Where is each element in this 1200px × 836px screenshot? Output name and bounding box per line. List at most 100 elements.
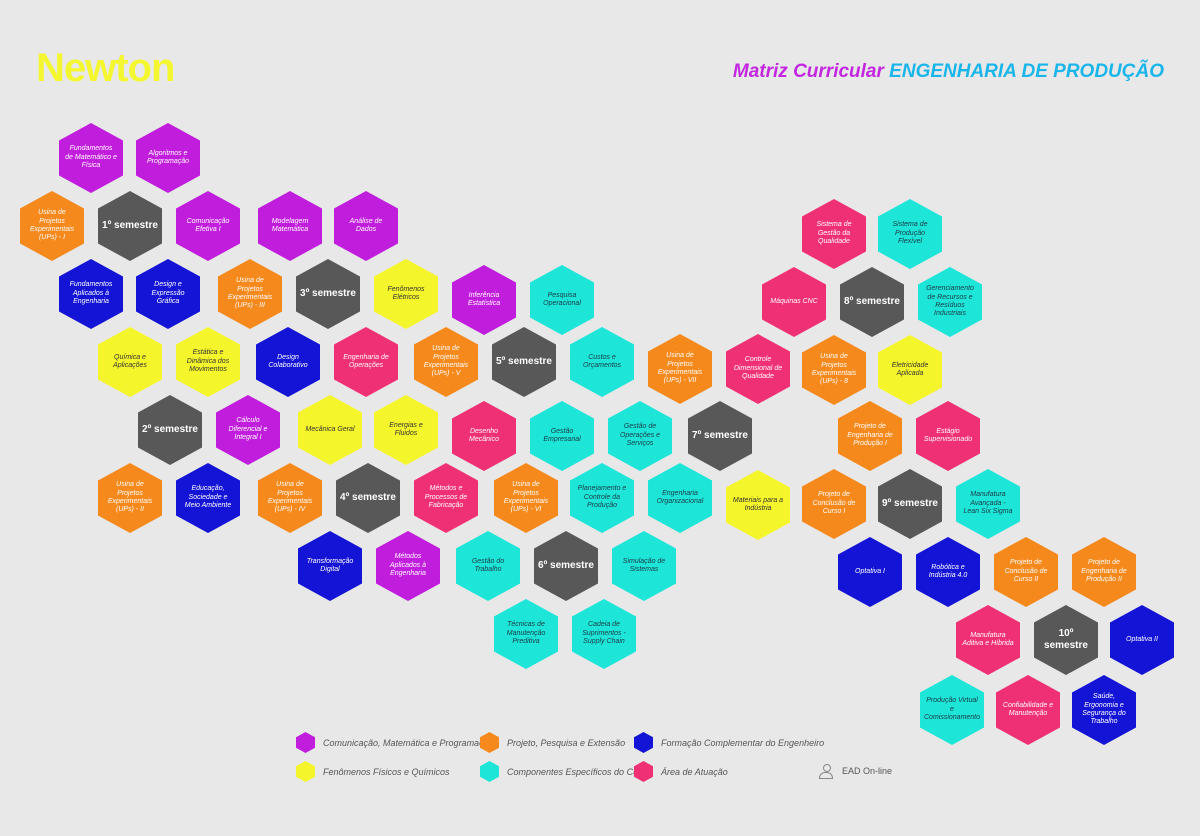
semester-label: 10º semestre bbox=[1044, 628, 1088, 651]
course-label: Fenômenos Elétricos bbox=[387, 285, 425, 301]
course-hex: Produção Virtual e Comissionamento bbox=[920, 675, 984, 745]
semester-hex: 6º semestre bbox=[534, 531, 598, 601]
course-label: Design Colaborativo bbox=[268, 353, 308, 369]
course-hex: Engenharia de Operações bbox=[334, 327, 398, 397]
course-hex: Projeto de Conclusão de Curso I bbox=[802, 469, 866, 539]
course-label: Usina de Projetos Experimentais (UPs) - … bbox=[811, 353, 857, 386]
course-label: Optativa I bbox=[855, 567, 885, 575]
course-hex: Desenho Mecânico bbox=[452, 401, 516, 471]
legend-item-area: Área de Atuação bbox=[634, 761, 728, 782]
semester-hex: 2º semestre bbox=[138, 395, 202, 465]
course-hex: Optativa I bbox=[838, 537, 902, 607]
course-hex: Inferência Estatística bbox=[452, 265, 516, 335]
course-hex: Planejamento e Controle da Produção bbox=[570, 463, 634, 533]
course-label: Engenharia de Operações bbox=[343, 353, 389, 369]
course-label: Comunicação Efetiva I bbox=[186, 217, 230, 233]
course-hex: Gestão do Trabalho bbox=[456, 531, 520, 601]
course-hex: Usina de Projetos Experimentais (UPs) - … bbox=[648, 334, 712, 404]
course-label: Métodos Aplicados à Engenharia bbox=[389, 553, 427, 578]
course-hex: Usina de Projetos Experimentais (UPs) - … bbox=[218, 259, 282, 329]
course-hex: Cálculo Diferencial e Integral I bbox=[216, 395, 280, 465]
course-label: Planejamento e Controle da Produção bbox=[577, 485, 627, 510]
course-label: Usina de Projetos Experimentais (UPs) - … bbox=[503, 481, 549, 514]
course-hex: Sistema de Gestão da Qualidade bbox=[802, 199, 866, 269]
course-hex: Projeto de Conclusão de Curso II bbox=[994, 537, 1058, 607]
semester-label: 4º semestre bbox=[340, 492, 396, 503]
course-label: Máquinas CNC bbox=[770, 297, 818, 305]
legend-swatch-cyan-icon bbox=[480, 761, 499, 782]
course-label: Manufatura Aditiva e Híbrida bbox=[962, 631, 1014, 647]
course-hex: Métodos Aplicados à Engenharia bbox=[376, 531, 440, 601]
semester-label: 2º semestre bbox=[142, 424, 198, 435]
page-title: Matriz Curricular ENGENHARIA DE PRODUÇÃO bbox=[733, 62, 1164, 81]
course-hex: Materiais para a Indústria bbox=[726, 470, 790, 540]
legend-label: Comunicação, Matemática e Programação bbox=[323, 737, 494, 748]
course-label: Algoritmos e Programação bbox=[146, 149, 190, 165]
course-label: Gestão do Trabalho bbox=[471, 557, 505, 573]
legend-label: EAD On-line bbox=[842, 766, 893, 776]
semester-label: 1º semestre bbox=[102, 220, 158, 231]
course-label: Inferência Estatística bbox=[467, 291, 501, 307]
course-hex: Eletricidade Aplicada bbox=[878, 335, 942, 405]
course-label: Pesquisa Operacional bbox=[543, 291, 581, 307]
course-label: Educação, Sociedade e Meio Ambiente bbox=[184, 485, 232, 510]
course-hex: Controle Dimensional de Qualidade bbox=[726, 334, 790, 404]
course-hex: Confiabilidade e Manutenção bbox=[996, 675, 1060, 745]
legend-item-comunicacao: Comunicação, Matemática e Programação bbox=[296, 732, 494, 753]
course-hex: Fundamentos Aplicados à Engenharia bbox=[59, 259, 123, 329]
course-hex: Usina de Projetos Experimentais (UPs) - … bbox=[98, 463, 162, 533]
course-hex: Design Colaborativo bbox=[256, 327, 320, 397]
course-label: Design e Expressão Gráfica bbox=[151, 281, 185, 306]
course-label: Sistema de Gestão da Qualidade bbox=[816, 221, 852, 246]
course-label: Controle Dimensional de Qualidade bbox=[733, 356, 783, 381]
course-hex: Manufatura Avançada - Lean Six Sigma bbox=[956, 469, 1020, 539]
course-hex: Comunicação Efetiva I bbox=[176, 191, 240, 261]
semester-label: 9º semestre bbox=[882, 498, 938, 509]
course-label: Usina de Projetos Experimentais (UPs) - … bbox=[227, 277, 273, 310]
course-hex: Educação, Sociedade e Meio Ambiente bbox=[176, 463, 240, 533]
course-label: Projeto de Engenharia de Produção I bbox=[847, 423, 893, 448]
legend-item-ead: EAD On-line bbox=[818, 763, 892, 779]
legend-label: Fenômenos Físicos e Químicos bbox=[323, 766, 450, 777]
course-label: Usina de Projetos Experimentais (UPs) - … bbox=[267, 481, 313, 514]
course-label: Projeto de Conclusão de Curso II bbox=[1004, 559, 1048, 584]
course-hex: Fundamentos de Matemático e Física bbox=[59, 123, 123, 193]
semester-hex: 7º semestre bbox=[688, 401, 752, 471]
course-label: Produção Virtual e Comissionamento bbox=[924, 697, 981, 722]
course-hex: Sistema de Produção Flexível bbox=[878, 199, 942, 269]
legend-swatch-pink-icon bbox=[634, 761, 653, 782]
course-hex: Projeto de Engenharia de Produção II bbox=[1072, 537, 1136, 607]
semester-hex: 5º semestre bbox=[492, 327, 556, 397]
course-hex: Custos e Orçamentos bbox=[570, 327, 634, 397]
course-label: Projeto de Conclusão de Curso I bbox=[812, 491, 856, 516]
title-matriz: Matriz Curricular bbox=[732, 61, 884, 82]
course-label: Gestão Empresarial bbox=[543, 427, 581, 443]
semester-label: 8º semestre bbox=[844, 296, 900, 307]
course-label: Modelagem Matemática bbox=[271, 217, 309, 233]
course-label: Usina de Projetos Experimentais (UPs) - … bbox=[423, 345, 469, 378]
course-hex: Simulação de Sistemas bbox=[612, 531, 676, 601]
course-label: Custos e Orçamentos bbox=[582, 353, 622, 369]
course-label: Robótica e Indústria 4.0 bbox=[928, 563, 968, 579]
course-label: Química e Aplicações bbox=[113, 353, 147, 369]
course-label: Mecânica Geral bbox=[305, 425, 355, 433]
semester-hex: 1º semestre bbox=[98, 191, 162, 261]
course-label: Manufatura Avançada - Lean Six Sigma bbox=[963, 491, 1013, 516]
course-hex: Fenômenos Elétricos bbox=[374, 259, 438, 329]
semester-hex: 4º semestre bbox=[336, 463, 400, 533]
course-hex: Usina de Projetos Experimentais (UPs) - … bbox=[494, 463, 558, 533]
semester-label: 3º semestre bbox=[300, 288, 356, 299]
course-hex: Usina de Projetos Experimentais (UPs) - … bbox=[20, 191, 84, 261]
semester-hex: 3º semestre bbox=[296, 259, 360, 329]
course-hex: Robótica e Indústria 4.0 bbox=[916, 537, 980, 607]
course-hex: Estática e Dinâmica dos Movimentos bbox=[176, 327, 240, 397]
course-hex: Manufatura Aditiva e Híbrida bbox=[956, 605, 1020, 675]
course-label: Sistema de Produção Flexível bbox=[892, 221, 928, 246]
semester-hex: 8º semestre bbox=[840, 267, 904, 337]
legend-label: Componentes Específicos do Curso bbox=[507, 766, 651, 777]
course-hex: Química e Aplicações bbox=[98, 327, 162, 397]
course-hex: Gestão Empresarial bbox=[530, 401, 594, 471]
course-hex: Usina de Projetos Experimentais (UPs) - … bbox=[414, 327, 478, 397]
title-course: ENGENHARIA DE PRODUÇÃO bbox=[889, 61, 1164, 82]
course-hex: Técnicas de Manutenção Preditiva bbox=[494, 599, 558, 669]
